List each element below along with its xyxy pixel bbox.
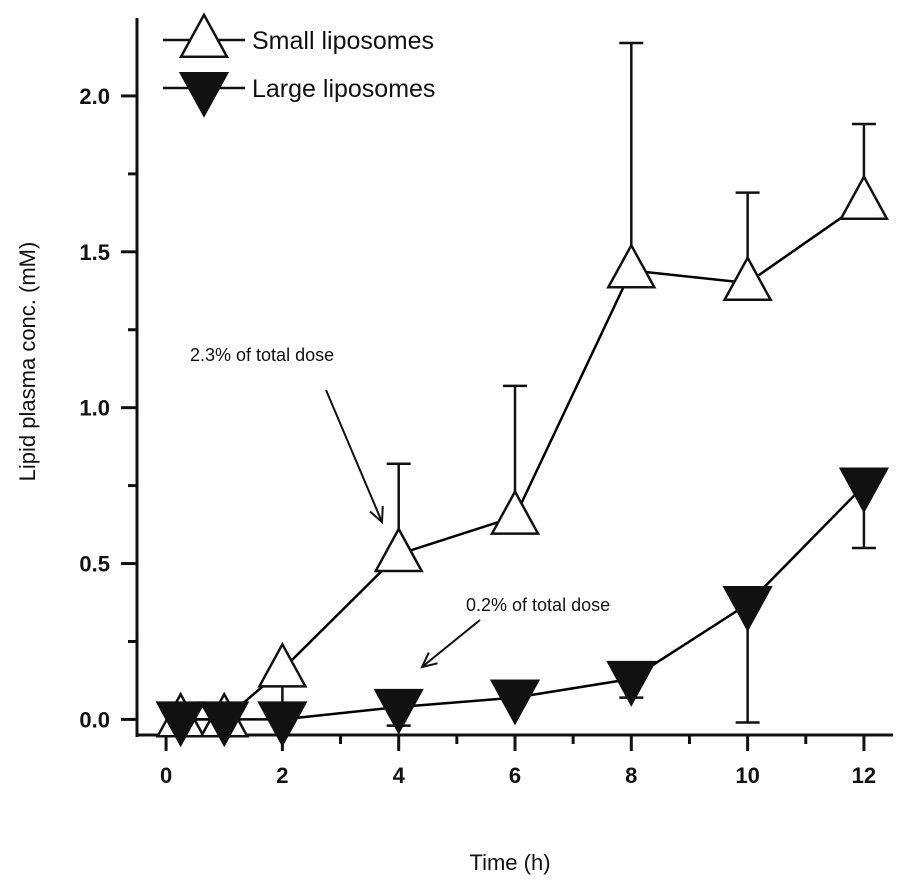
axes: Time (h) Lipid plasma conc. (mM) bbox=[15, 18, 893, 875]
data-point-triangle-down bbox=[606, 660, 657, 707]
legend-item-large-liposomes: Large liposomes bbox=[163, 71, 435, 118]
x-tick-label: 10 bbox=[735, 763, 759, 788]
legend: Small liposomes Large liposomes bbox=[163, 12, 435, 118]
series-layer bbox=[155, 41, 890, 748]
data-point-triangle-down bbox=[373, 688, 424, 735]
data-point-triangle-up bbox=[722, 255, 773, 302]
data-point-triangle-down bbox=[257, 701, 308, 748]
x-tick-label: 12 bbox=[852, 763, 876, 788]
data-point-triangle-up bbox=[606, 242, 657, 289]
y-tick-label: 1.0 bbox=[79, 396, 110, 421]
x-tick-label: 2 bbox=[276, 763, 288, 788]
y-tick-label: 1.5 bbox=[79, 240, 110, 265]
data-point-triangle-up bbox=[257, 641, 308, 688]
ticks: 0 2 4 6 8 10 12 0.0 0.5 1.0 1.5 2.0 bbox=[79, 84, 876, 788]
legend-label-small-liposomes: Small liposomes bbox=[252, 27, 434, 55]
series-large-liposomes bbox=[155, 467, 890, 748]
y-tick-label: 2.0 bbox=[79, 84, 110, 109]
x-axis-title: Time (h) bbox=[469, 850, 550, 875]
legend-marker-triangle-down bbox=[178, 71, 230, 118]
series-small-liposomes bbox=[155, 41, 890, 738]
data-point-triangle-down bbox=[838, 467, 890, 514]
x-tick-label: 6 bbox=[509, 763, 521, 788]
legend-item-small-liposomes: Small liposomes bbox=[163, 12, 434, 59]
annotation-large-dose: 0.2% of total dose bbox=[466, 595, 610, 615]
annotations: 2.3% of total dose 0.2% of total dose bbox=[190, 345, 610, 669]
x-tick-label: 0 bbox=[160, 763, 172, 788]
data-point-triangle-up bbox=[838, 174, 890, 220]
annotation-arrow-head bbox=[420, 652, 438, 669]
data-point-triangle-down bbox=[199, 701, 250, 748]
annotation-arrow-shaft bbox=[421, 619, 481, 668]
x-tick-label: 8 bbox=[625, 763, 637, 788]
data-point-triangle-up bbox=[489, 488, 541, 535]
x-tick-label: 4 bbox=[393, 763, 406, 788]
data-point-triangle-down bbox=[489, 679, 541, 726]
series-line bbox=[180, 200, 865, 721]
annotation-small-dose: 2.3% of total dose bbox=[190, 345, 334, 365]
annotation-arrow-shaft bbox=[325, 389, 383, 523]
annotation-arrow-head bbox=[369, 505, 384, 525]
y-tick-label: 0.0 bbox=[79, 707, 110, 732]
y-tick-label: 0.5 bbox=[79, 552, 110, 577]
legend-label-large-liposomes: Large liposomes bbox=[252, 75, 435, 103]
data-point-triangle-up bbox=[373, 526, 424, 573]
legend-marker-triangle-up bbox=[178, 12, 230, 59]
data-point-triangle-down bbox=[155, 701, 206, 748]
data-point-triangle-down bbox=[722, 586, 773, 632]
y-axis-title: Lipid plasma conc. (mM) bbox=[15, 242, 40, 482]
